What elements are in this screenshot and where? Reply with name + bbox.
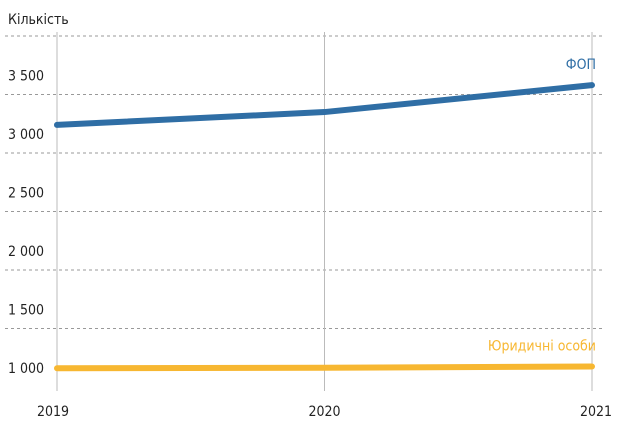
y-axis-title: Кількість [8,12,69,28]
series-label: Юридичні особи [488,339,596,355]
y-tick-label: 1 500 [8,303,44,319]
x-tick-label: 2021 [580,404,612,420]
y-tick-label: 3 500 [8,69,44,85]
y-tick-label: 2 500 [8,186,44,202]
series-label: ФОП [566,57,596,73]
x-tick-label: 2020 [308,404,340,420]
y-tick-label: 1 000 [8,361,44,377]
line [54,363,595,372]
x-tick-label: 2019 [37,404,69,420]
y-tick-label: 3 000 [8,127,44,143]
y-tick-label: 2 000 [8,244,44,260]
line [54,82,595,128]
